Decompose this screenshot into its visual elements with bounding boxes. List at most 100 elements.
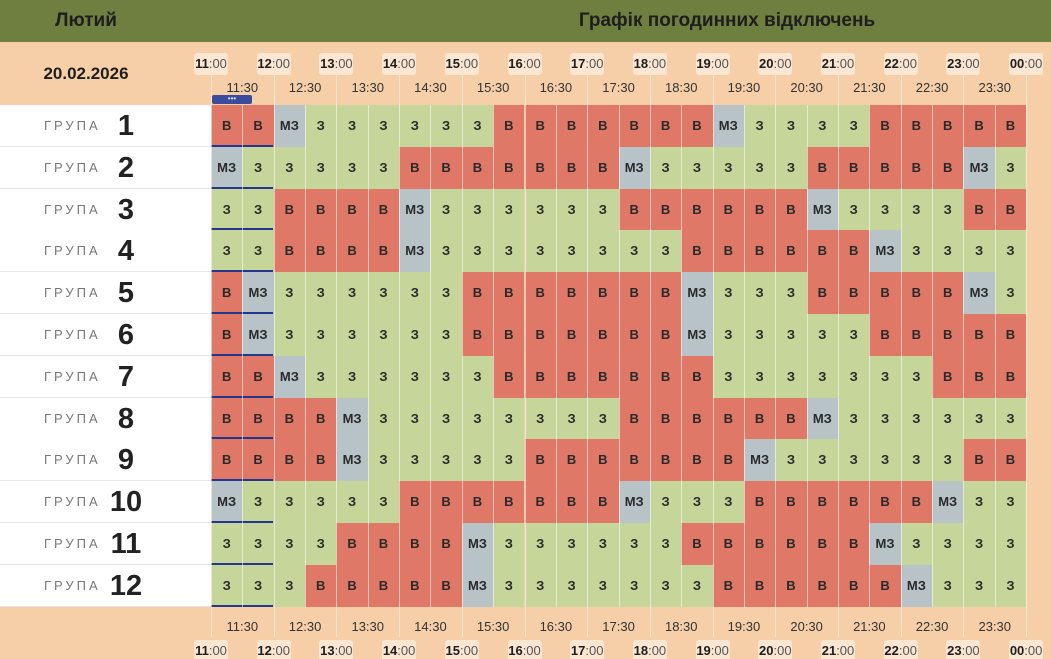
schedule-cell: В xyxy=(932,355,964,398)
schedule-cell: З xyxy=(242,564,274,607)
hour-number: 11 xyxy=(195,56,209,71)
hour-tick xyxy=(963,607,965,637)
schedule-cell: З xyxy=(743,272,776,314)
schedule-cell: В xyxy=(900,146,933,189)
grid-separator xyxy=(712,105,714,607)
schedule-cell: В xyxy=(211,314,243,356)
schedule-cell: З xyxy=(869,439,901,482)
schedule-cell: З xyxy=(555,230,588,273)
schedule-cell: В xyxy=(336,188,368,231)
schedule-cell: З xyxy=(806,314,838,356)
schedule-cell: З xyxy=(775,272,807,314)
schedule-cell: В xyxy=(273,188,306,231)
hour-minutes: :00 xyxy=(836,56,855,71)
bottom-hour-label: 12:00 xyxy=(256,640,291,659)
schedule-cell: З xyxy=(430,272,462,314)
hour-number: 16 xyxy=(508,56,523,71)
schedule-cell: В xyxy=(712,230,744,273)
schedule-cell: В xyxy=(900,105,933,147)
hour-minutes: :00 xyxy=(208,643,227,658)
schedule-cell: З xyxy=(493,397,525,440)
group-number: 8 xyxy=(117,402,135,435)
hour-tick xyxy=(336,607,338,637)
bottom-hour-label: 18:00 xyxy=(632,640,667,659)
schedule-cell: З xyxy=(555,564,588,607)
schedule-cell: В xyxy=(273,439,306,482)
bottom-half-hour-label: 16:30 xyxy=(539,619,573,634)
schedule-cell: В xyxy=(743,564,776,607)
schedule-cell: В xyxy=(712,397,744,440)
current-time-line xyxy=(211,312,273,314)
schedule-cell: В xyxy=(524,105,556,147)
grid-separator xyxy=(681,105,683,607)
schedule-cell: З xyxy=(649,481,682,523)
schedule-cell: З xyxy=(211,230,243,273)
current-time-line xyxy=(211,521,273,523)
schedule-cell: В xyxy=(775,523,807,565)
hour-minutes: :00 xyxy=(459,56,479,71)
schedule-cell: З xyxy=(649,146,682,189)
group-label-2: ГРУПА 2 xyxy=(0,146,211,189)
schedule-cell: З xyxy=(461,230,494,273)
date-label: 20.02.2026 xyxy=(43,64,129,83)
hour-minutes: :00 xyxy=(961,643,980,658)
schedule-cell: В xyxy=(775,564,807,607)
schedule-cell: В xyxy=(806,272,838,314)
schedule-cell: З xyxy=(336,272,368,314)
group-label-6: ГРУПА 6 xyxy=(0,314,211,356)
hour-number: 12 xyxy=(257,643,272,658)
schedule-cell: З xyxy=(900,523,933,565)
bottom-hour-label: 21:00 xyxy=(821,640,855,659)
schedule-cell: В xyxy=(806,481,838,523)
group-number: 2 xyxy=(117,151,135,184)
grid-separator xyxy=(430,105,432,607)
schedule-cell: З xyxy=(399,314,431,356)
schedule-cell: З xyxy=(461,188,494,231)
schedule-cell: З xyxy=(367,397,400,440)
schedule-cell: В xyxy=(743,481,776,523)
schedule-cell: З xyxy=(775,146,807,189)
hour-tick xyxy=(587,607,589,637)
schedule-cell: В xyxy=(618,314,650,356)
schedule-cell: В xyxy=(681,105,713,147)
bottom-half-hour-label: 21:30 xyxy=(853,619,886,634)
schedule-cell: В xyxy=(555,439,588,482)
schedule-cell: З xyxy=(273,564,306,607)
hour-minutes: :00 xyxy=(334,56,353,71)
schedule-cell: З xyxy=(618,523,650,565)
schedule-cell: З xyxy=(555,523,588,565)
schedule-cell: В xyxy=(869,272,901,314)
schedule-cell: З xyxy=(430,188,462,231)
group-number: 3 xyxy=(117,193,135,226)
schedule-cell: МЗ xyxy=(963,272,995,314)
schedule-cell: В xyxy=(994,105,1027,147)
schedule-cell: В xyxy=(367,564,400,607)
schedule-cell: В xyxy=(618,355,650,398)
schedule-cell: З xyxy=(336,146,368,189)
schedule-cell: В xyxy=(994,439,1027,482)
schedule-cell: МЗ xyxy=(806,188,838,231)
schedule-cell: В xyxy=(242,397,274,440)
schedule-cell: МЗ xyxy=(461,564,494,607)
group-label-1: ГРУПА 1 xyxy=(0,105,211,147)
schedule-cell: В xyxy=(618,105,650,147)
schedule-cell: В xyxy=(681,439,713,482)
schedule-cell: З xyxy=(367,481,400,523)
schedule-cell: В xyxy=(775,481,807,523)
current-time-line xyxy=(211,186,273,189)
schedule-cell: МЗ xyxy=(963,146,995,189)
schedule-cell: В xyxy=(618,439,650,482)
grid-separator xyxy=(618,105,620,607)
hour-number: 23 xyxy=(947,643,962,658)
hour-tick xyxy=(273,75,275,105)
hour-number: 21 xyxy=(821,643,837,658)
group-word: ГРУПА xyxy=(44,327,101,342)
hour-minutes: :00 xyxy=(397,643,416,658)
schedule-cell: З xyxy=(336,355,368,398)
schedule-cell: МЗ xyxy=(712,105,744,147)
bottom-hour-label: 16:00 xyxy=(507,640,542,659)
schedule-cell: З xyxy=(367,314,400,356)
top-hour-label: 15:00 xyxy=(444,53,479,75)
schedule-cell: З xyxy=(587,523,619,565)
grid-separator xyxy=(555,105,557,607)
